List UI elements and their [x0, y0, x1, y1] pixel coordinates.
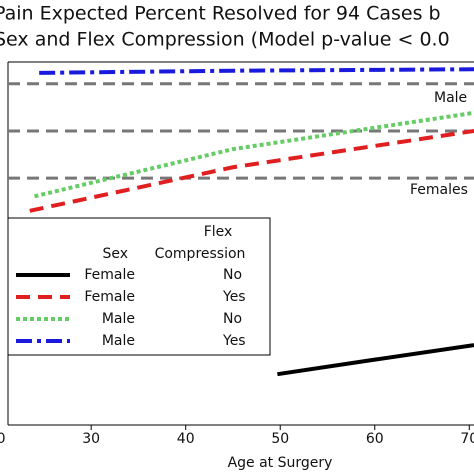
- x-tick-label: 40: [177, 431, 195, 447]
- legend-label: No: [223, 267, 242, 283]
- x-tick-label: 30: [82, 431, 100, 447]
- legend-label: Male: [102, 311, 135, 327]
- legend-box: [7, 217, 271, 356]
- legend-header: Sex: [102, 246, 128, 262]
- x-tick-label: 20: [0, 431, 6, 447]
- chart-title: Pain Expected Percent Resolved for 94 Ca…: [0, 3, 441, 25]
- chart-subtitle: Sex and Flex Compression (Model p-value …: [0, 29, 450, 51]
- legend-label: Male: [102, 333, 135, 349]
- legend-label: Female: [84, 267, 135, 283]
- x-tick-label: 60: [366, 431, 384, 447]
- annotation: Females: [410, 182, 468, 198]
- legend-label: Yes: [222, 333, 246, 349]
- legend-header: Flex: [204, 224, 233, 240]
- annotation: Male: [434, 90, 467, 106]
- series-line: [29, 128, 474, 213]
- series-line: [39, 67, 474, 75]
- legend-header: Compression: [155, 246, 246, 262]
- x-tick-label: 50: [271, 431, 289, 447]
- legend-label: Yes: [222, 289, 246, 305]
- legend-label: No: [223, 311, 242, 327]
- series-line: [277, 343, 474, 377]
- legend-label: Female: [84, 289, 135, 305]
- series-line: [34, 110, 474, 199]
- x-axis-label: Age at Surgery: [228, 455, 333, 471]
- x-tick-label: 70: [460, 431, 474, 447]
